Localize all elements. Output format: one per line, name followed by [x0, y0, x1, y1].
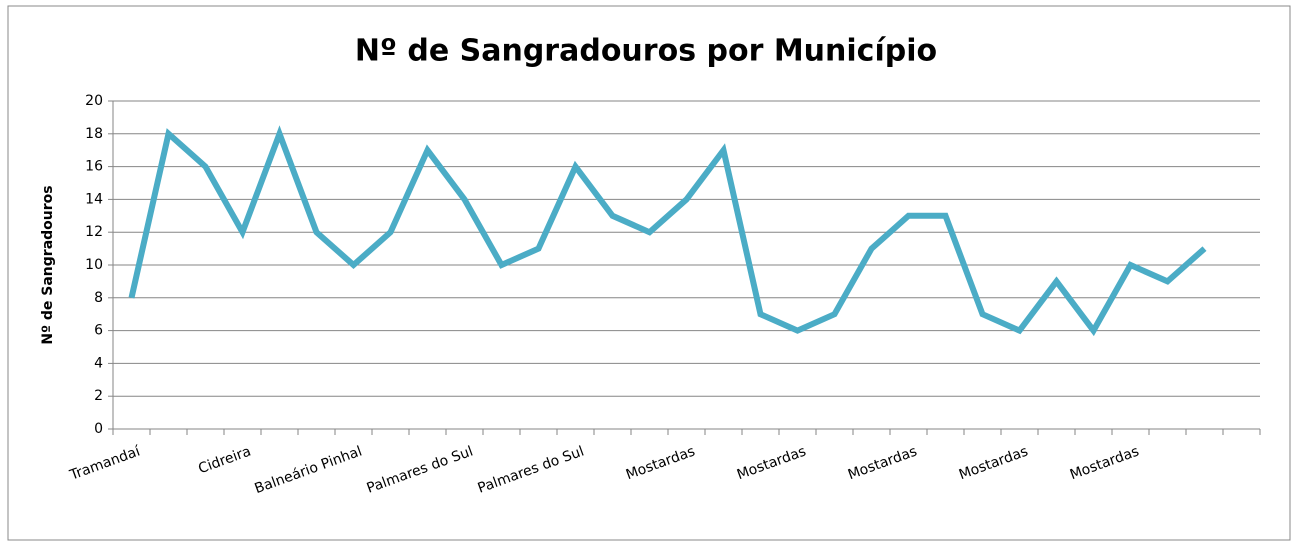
y-tick-label: 20	[85, 93, 103, 109]
y-tick-label: 18	[85, 126, 103, 142]
y-tick-label: 10	[85, 257, 103, 273]
y-tick-label: 8	[94, 290, 103, 306]
y-tick-label: 16	[85, 159, 103, 175]
chart-frame	[7, 5, 1291, 541]
y-tick-label: 4	[94, 355, 103, 371]
y-tick-label: 0	[94, 421, 103, 437]
y-tick-label: 14	[85, 191, 103, 207]
y-tick-label: 2	[94, 388, 103, 404]
y-axis-label: Nº de Sangradouros	[40, 185, 56, 344]
chart-title: Nº de Sangradouros por Município	[355, 34, 937, 69]
data-line	[128, 125, 1207, 337]
y-tick-label: 12	[85, 224, 103, 240]
y-tick-label: 6	[94, 323, 103, 339]
